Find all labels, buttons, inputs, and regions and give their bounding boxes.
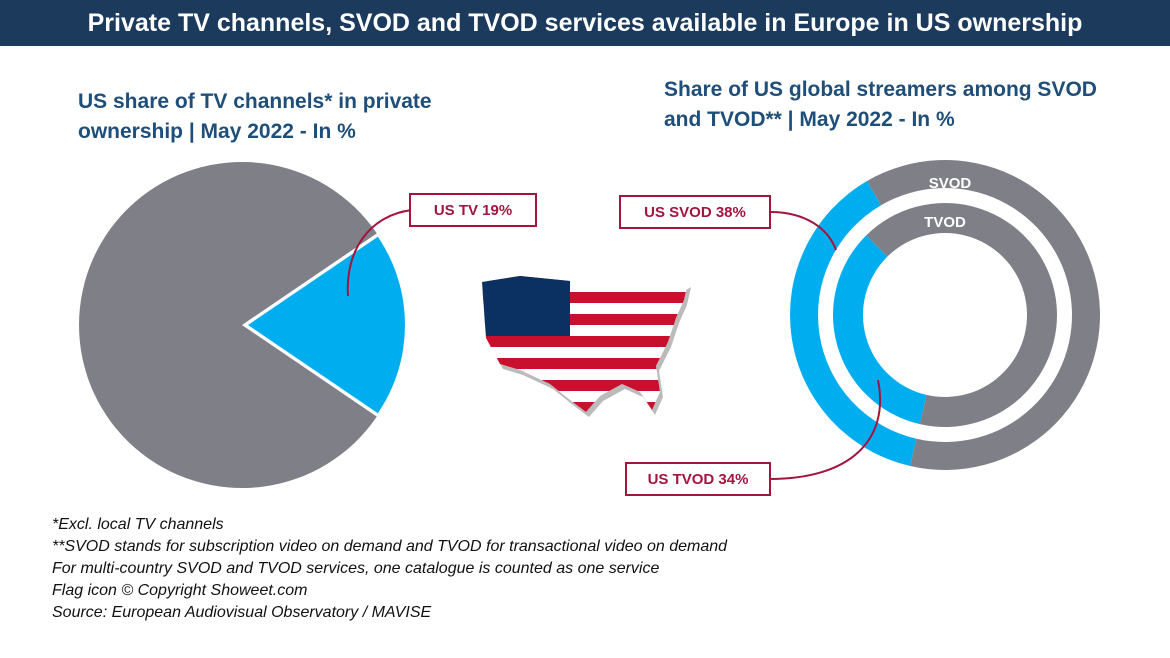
callout-line (769, 211, 837, 251)
callout-box (409, 193, 537, 227)
footnote: Flag icon © Copyright Showeet.com (52, 582, 308, 599)
value-label: US TV 19% (434, 202, 512, 219)
series-label: SVOD (929, 175, 972, 192)
series-label: TVOD (924, 214, 966, 231)
callout-line (346, 209, 413, 297)
callout-line (769, 379, 882, 480)
donut-segment (866, 203, 1058, 427)
footnote: *Excl. local TV channels (52, 516, 224, 533)
callout-box (625, 462, 771, 496)
footnote: For multi-country SVOD and TVOD services… (52, 560, 660, 577)
value-label: US TVOD 34% (648, 471, 749, 488)
pie-slice (248, 236, 406, 414)
donut-segment (833, 235, 927, 425)
donut-segment (790, 181, 917, 467)
header-title: Private TV channels, SVOD and TVOD servi… (0, 0, 1170, 46)
footnote: Source: European Audiovisual Observatory… (52, 604, 432, 621)
donut-segment (867, 160, 1100, 471)
footnote: **SVOD stands for subscription video on … (52, 538, 728, 555)
flag-map (482, 276, 691, 417)
pie-title: US share of TV channels* in private owne… (78, 90, 432, 143)
callout-box (619, 195, 771, 229)
pie-slice (79, 162, 377, 488)
donut-title: Share of US global streamers among SVOD … (664, 78, 1097, 131)
value-label: US SVOD 38% (644, 204, 746, 221)
